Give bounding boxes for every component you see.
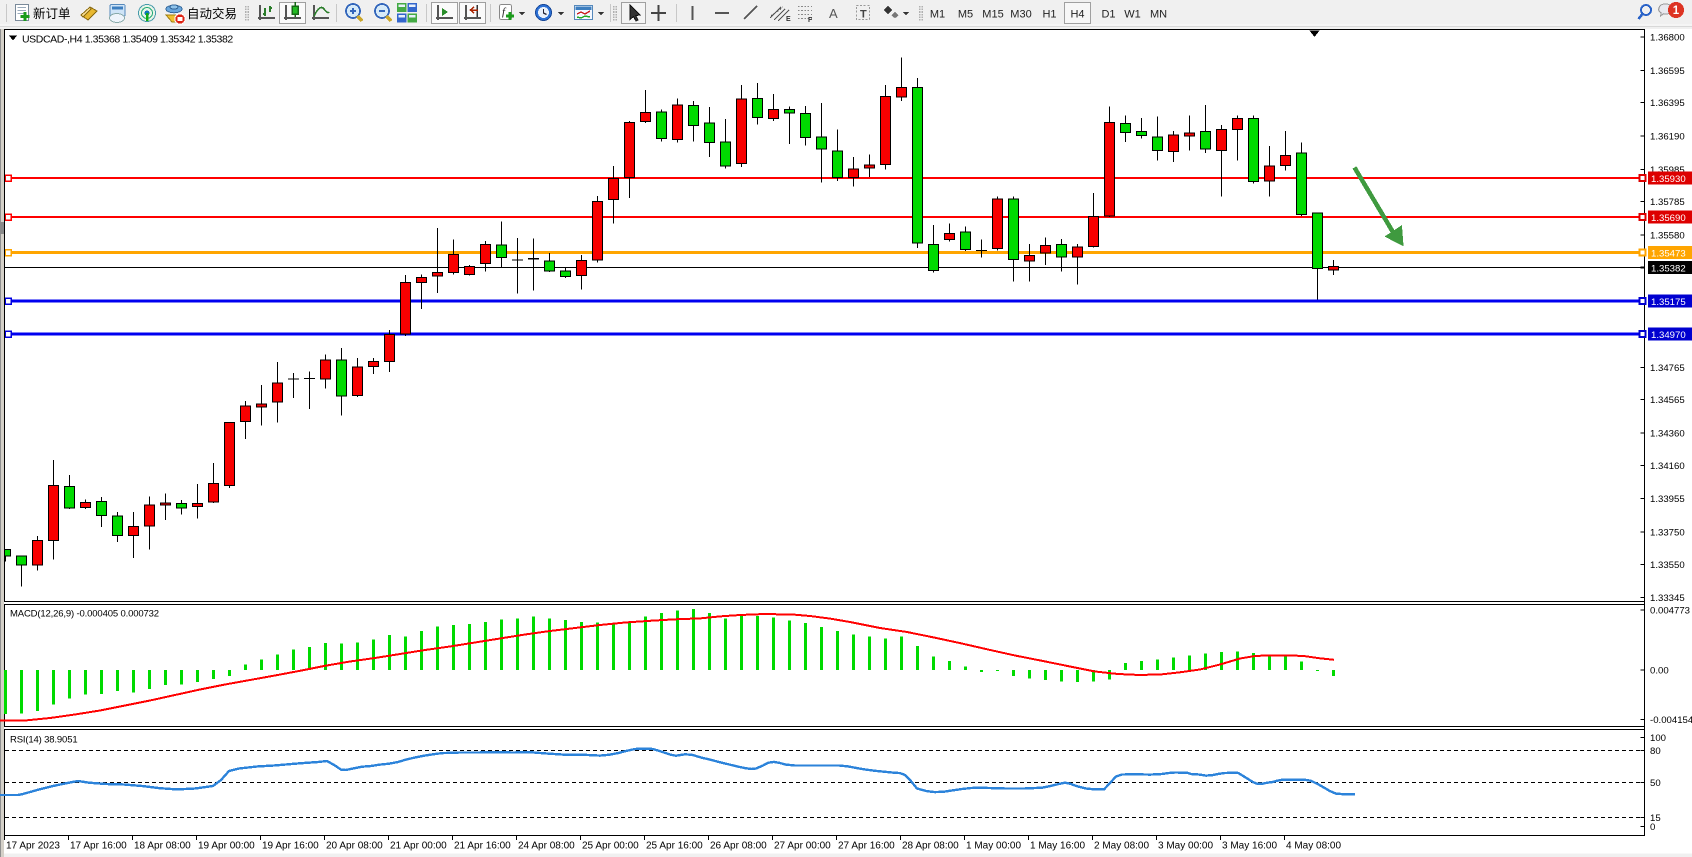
svg-text:1.36595: 1.36595 [1650, 66, 1685, 77]
svg-text:27 Apr 16:00: 27 Apr 16:00 [838, 841, 895, 852]
svg-text:1.33955: 1.33955 [1650, 494, 1685, 505]
svg-text:1.35785: 1.35785 [1650, 197, 1685, 208]
svg-text:1.35690: 1.35690 [1651, 213, 1686, 224]
svg-text:1.36190: 1.36190 [1650, 132, 1685, 143]
svg-text:25 Apr 00:00: 25 Apr 00:00 [582, 841, 639, 852]
svg-text:19 Apr 00:00: 19 Apr 00:00 [198, 841, 255, 852]
svg-text:T: T [860, 9, 867, 21]
svg-text:0.00: 0.00 [1650, 666, 1669, 677]
svg-text:15: 15 [1650, 813, 1661, 824]
svg-text:1 May 16:00: 1 May 16:00 [1030, 841, 1085, 852]
svg-text:1.33550: 1.33550 [1650, 560, 1685, 571]
svg-text:1.35382: 1.35382 [1651, 263, 1686, 274]
svg-text:RSI(14) 38.9051: RSI(14) 38.9051 [10, 735, 77, 746]
svg-text:1.36395: 1.36395 [1650, 98, 1685, 109]
svg-text:1.35580: 1.35580 [1650, 231, 1685, 242]
svg-text:M15: M15 [982, 9, 1003, 21]
svg-text:1.36800: 1.36800 [1650, 33, 1685, 44]
svg-text:1.35985: 1.35985 [1650, 165, 1685, 176]
svg-text:H1: H1 [1042, 9, 1056, 21]
svg-text:M1: M1 [930, 9, 945, 21]
svg-text:W1: W1 [1124, 9, 1141, 21]
svg-text:17 Apr 16:00: 17 Apr 16:00 [70, 841, 127, 852]
svg-text:3 May 00:00: 3 May 00:00 [1158, 841, 1213, 852]
svg-text:MN: MN [1150, 9, 1167, 21]
svg-text:M5: M5 [958, 9, 973, 21]
svg-text:27 Apr 00:00: 27 Apr 00:00 [774, 841, 831, 852]
svg-text:0: 0 [1650, 822, 1655, 833]
svg-text:24 Apr 08:00: 24 Apr 08:00 [518, 841, 575, 852]
svg-text:1 May 00:00: 1 May 00:00 [966, 841, 1021, 852]
svg-text:1.34160: 1.34160 [1650, 461, 1685, 472]
svg-text:自动交易: 自动交易 [187, 6, 237, 21]
svg-text:17 Apr 2023: 17 Apr 2023 [6, 841, 60, 852]
svg-text:25 Apr 16:00: 25 Apr 16:00 [646, 841, 703, 852]
svg-text:80: 80 [1650, 746, 1661, 757]
svg-text:50: 50 [1650, 778, 1661, 789]
svg-text:1.34765: 1.34765 [1650, 363, 1685, 374]
svg-text:1.33345: 1.33345 [1650, 593, 1685, 604]
svg-text:28 Apr 08:00: 28 Apr 08:00 [902, 841, 959, 852]
svg-text:1.34360: 1.34360 [1650, 429, 1685, 440]
svg-text:1.33750: 1.33750 [1650, 528, 1685, 539]
svg-text:21 Apr 16:00: 21 Apr 16:00 [454, 841, 511, 852]
svg-text:-0.004154: -0.004154 [1650, 715, 1692, 726]
svg-text:f: f [502, 6, 507, 18]
svg-text:19 Apr 16:00: 19 Apr 16:00 [262, 841, 319, 852]
svg-text:3 May 16:00: 3 May 16:00 [1222, 841, 1277, 852]
svg-text:MACD(12,26,9) -0.000405 0.0007: MACD(12,26,9) -0.000405 0.000732 [10, 609, 159, 620]
svg-text:26 Apr 08:00: 26 Apr 08:00 [710, 841, 767, 852]
svg-text:E: E [786, 16, 791, 23]
svg-text:0.004773: 0.004773 [1650, 606, 1690, 617]
svg-text:2 May 08:00: 2 May 08:00 [1094, 841, 1149, 852]
svg-text:A: A [829, 6, 838, 21]
svg-text:1.34970: 1.34970 [1651, 330, 1686, 341]
svg-text:20 Apr 08:00: 20 Apr 08:00 [326, 841, 383, 852]
svg-text:新订单: 新订单 [33, 6, 71, 21]
svg-text:H4: H4 [1070, 9, 1084, 21]
svg-text:1.34565: 1.34565 [1650, 395, 1685, 406]
svg-text:100: 100 [1650, 733, 1666, 744]
svg-text:4 May 08:00: 4 May 08:00 [1286, 841, 1341, 852]
svg-text:USDCAD-,H4 1.35368 1.35409 1.: USDCAD-,H4 1.35368 1.35409 1.35342 1.353… [22, 34, 233, 46]
svg-text:F: F [808, 17, 813, 24]
svg-text:1.35930: 1.35930 [1651, 174, 1686, 185]
svg-text:1: 1 [1673, 5, 1680, 17]
svg-text:18 Apr 08:00: 18 Apr 08:00 [134, 841, 191, 852]
svg-text:1.35175: 1.35175 [1651, 297, 1686, 308]
svg-text:1.35473: 1.35473 [1651, 248, 1686, 259]
svg-text:M30: M30 [1010, 9, 1031, 21]
svg-text:21 Apr 00:00: 21 Apr 00:00 [390, 841, 447, 852]
svg-text:D1: D1 [1101, 9, 1115, 21]
